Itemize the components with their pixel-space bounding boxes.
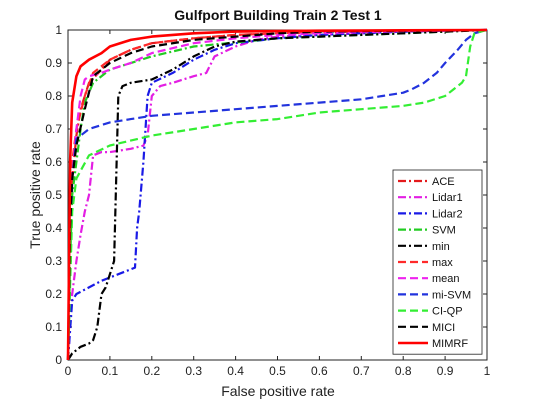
legend-entry: mi-SVM xyxy=(432,289,471,301)
y-tick-label: 0.4 xyxy=(45,221,62,235)
x-tick-label: 0.3 xyxy=(185,364,202,378)
series-line-mici xyxy=(66,28,488,361)
y-tick-label: 0 xyxy=(55,353,62,367)
x-tick-label: 0 xyxy=(65,364,72,378)
series-line-mimrf xyxy=(66,28,488,361)
x-tick-label: 0.9 xyxy=(437,364,454,378)
x-tick-label: 0.7 xyxy=(353,364,370,378)
y-tick-label: 0.5 xyxy=(45,188,62,202)
y-tick-label: 0.8 xyxy=(45,89,62,103)
x-tick-label: 0.8 xyxy=(395,364,412,378)
y-tick-label: 0.3 xyxy=(45,254,62,268)
x-tick-label: 0.1 xyxy=(102,364,119,378)
x-tick-label: 0.5 xyxy=(269,364,286,378)
x-tick-label: 0.6 xyxy=(311,364,328,378)
y-axis-label: True positive rate xyxy=(27,141,43,249)
series-lines xyxy=(66,28,488,361)
legend: ACE Lidar1 Lidar2 SVM min max mean mi-SVM CI-QP M… xyxy=(392,169,483,355)
x-tick-label: 0.2 xyxy=(143,364,160,378)
legend-entry: Lidar2 xyxy=(432,208,463,220)
legend-entry: max xyxy=(432,257,453,269)
series-line-min xyxy=(67,28,488,361)
x-tick-label: 0.4 xyxy=(227,364,244,378)
legend-entry: mean xyxy=(432,273,460,285)
y-tick-label: 1 xyxy=(55,23,62,37)
series-line-mean xyxy=(66,28,488,361)
legend-entry: MICI xyxy=(432,322,455,334)
legend-entry: CI-QP xyxy=(432,306,463,318)
y-tick-label: 0.7 xyxy=(45,122,62,136)
series-line-lidar2 xyxy=(66,28,488,361)
legend-entry: SVM xyxy=(432,225,456,237)
y-tick-label: 0.2 xyxy=(45,287,62,301)
legend-entry: ACE xyxy=(432,176,455,188)
y-axis-ticks: 0 0.1 0.2 0.3 0.4 0.5 0.6 0.7 0.8 0.9 1 xyxy=(45,23,487,367)
legend-box xyxy=(392,169,483,355)
y-tick-label: 0.1 xyxy=(45,320,62,334)
x-tick-label: 1 xyxy=(484,364,491,378)
x-axis-label: False positive rate xyxy=(221,383,335,399)
legend-entry: min xyxy=(432,241,450,253)
legend-entry: MIMRF xyxy=(432,338,468,350)
legend-entry: Lidar1 xyxy=(432,192,463,204)
series-line-mi-svm xyxy=(66,28,488,361)
series-line-ci-qp xyxy=(66,28,488,361)
series-line-lidar1 xyxy=(66,28,488,361)
y-tick-label: 0.9 xyxy=(45,56,62,70)
y-tick-label: 0.6 xyxy=(45,155,62,169)
chart-title: Gulfport Building Train 2 Test 1 xyxy=(174,7,382,23)
